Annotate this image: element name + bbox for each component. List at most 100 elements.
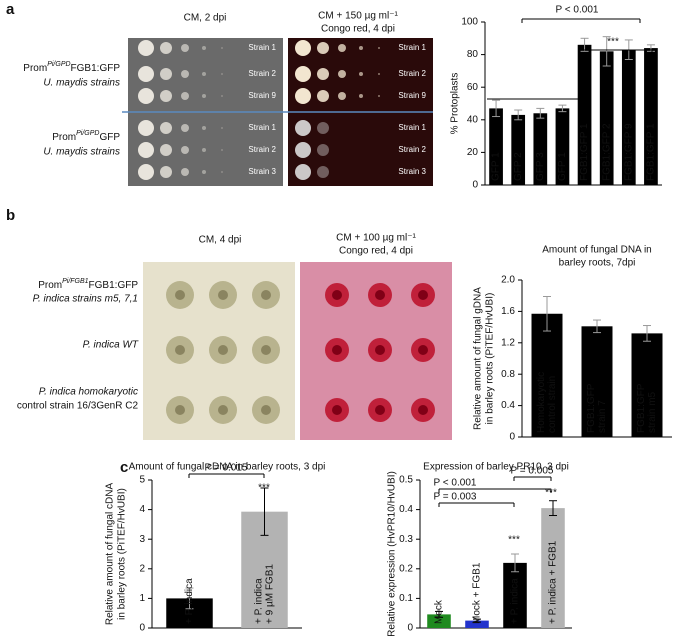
y-tick-label: 40 bbox=[467, 114, 479, 125]
colony bbox=[138, 88, 154, 104]
strain-label: Strain 1 bbox=[248, 43, 276, 52]
colony bbox=[359, 72, 363, 76]
colony bbox=[221, 171, 223, 173]
strain-label: Strain 2 bbox=[398, 145, 426, 154]
colony bbox=[202, 72, 206, 76]
plate-title: Congo red, 4 dpi bbox=[339, 246, 413, 257]
colony bbox=[218, 405, 228, 415]
y-tick-label: 0 bbox=[407, 623, 413, 634]
row-label: PromPi/FGB1FGB1:GFP bbox=[38, 278, 138, 291]
strain-label: Strain 1 bbox=[248, 123, 276, 132]
x-tick-label: + P. indica bbox=[254, 578, 265, 624]
row-label: P. indica WT bbox=[83, 340, 139, 351]
y-tick-label: 0.5 bbox=[399, 475, 413, 486]
colony bbox=[261, 290, 271, 300]
colony bbox=[359, 46, 363, 50]
y-tick-label: 0.4 bbox=[399, 504, 413, 515]
colony bbox=[175, 405, 185, 415]
y-tick-label: 100 bbox=[461, 17, 478, 28]
chart-title: Amount of fungal cDNA in barley roots, 3… bbox=[129, 462, 326, 473]
plate-title: CM + 100 µg ml⁻¹ bbox=[336, 233, 416, 244]
colony bbox=[332, 290, 342, 300]
colony bbox=[218, 345, 228, 355]
x-tick-label: FGB1:GFP 1 bbox=[646, 123, 657, 181]
bar bbox=[621, 49, 636, 186]
colony bbox=[218, 290, 228, 300]
panel-label: a bbox=[6, 1, 15, 18]
colony bbox=[181, 92, 189, 100]
y-tick-label: 60 bbox=[467, 82, 479, 93]
colony bbox=[261, 405, 271, 415]
colony bbox=[359, 94, 363, 98]
colony bbox=[202, 126, 206, 130]
annotation: P = 0.003 bbox=[434, 492, 477, 503]
annotation: P < 0.001 bbox=[434, 478, 477, 489]
x-tick-label: GFP 1 bbox=[557, 152, 568, 181]
annotation: P = 0.015 bbox=[205, 463, 248, 474]
colony bbox=[375, 345, 385, 355]
colony bbox=[378, 95, 380, 97]
colony bbox=[295, 88, 311, 104]
colony bbox=[317, 42, 329, 54]
x-tick-label: FGB1:GFP bbox=[586, 383, 597, 433]
y-tick-label: 20 bbox=[467, 147, 479, 158]
colony bbox=[295, 120, 311, 136]
bar bbox=[511, 114, 526, 185]
colony bbox=[317, 90, 329, 102]
colony bbox=[160, 90, 172, 102]
colony bbox=[181, 70, 189, 78]
colony bbox=[160, 42, 172, 54]
y-tick-label: 5 bbox=[139, 475, 145, 486]
chart-title: Amount of fungal DNA in bbox=[542, 245, 652, 256]
panel-label: c bbox=[120, 459, 128, 476]
colony bbox=[138, 66, 154, 82]
colony bbox=[181, 168, 189, 176]
colony bbox=[221, 95, 223, 97]
colony bbox=[138, 164, 154, 180]
x-tick-label: FGB1:GFP bbox=[636, 383, 647, 433]
y-tick-label: 4 bbox=[139, 504, 145, 515]
x-tick-label: strain m5 bbox=[647, 391, 658, 433]
y-axis-label: Relative amount of fungal gDNA bbox=[473, 287, 484, 430]
x-tick-label: Mock + FGB1 bbox=[472, 562, 483, 624]
strain-label: Strain 1 bbox=[398, 43, 426, 52]
colony bbox=[202, 170, 206, 174]
colony bbox=[138, 142, 154, 158]
colony bbox=[175, 345, 185, 355]
colony bbox=[160, 122, 172, 134]
colony bbox=[202, 94, 206, 98]
colony bbox=[418, 345, 428, 355]
chart-title: Expression of barley PR10, 3 dpi bbox=[423, 462, 569, 473]
colony bbox=[375, 290, 385, 300]
y-tick-label: 1.6 bbox=[501, 306, 515, 317]
annotation: *** bbox=[258, 483, 270, 494]
y-tick-label: 2.0 bbox=[501, 275, 515, 286]
bar bbox=[631, 333, 663, 437]
colony bbox=[181, 124, 189, 132]
colony bbox=[221, 149, 223, 151]
plate-title: CM, 2 dpi bbox=[184, 13, 227, 24]
colony bbox=[295, 142, 311, 158]
panel-label: b bbox=[6, 207, 15, 224]
colony bbox=[332, 345, 342, 355]
colony bbox=[295, 40, 311, 56]
colony bbox=[418, 290, 428, 300]
strain-label: Strain 2 bbox=[398, 69, 426, 78]
colony bbox=[378, 73, 380, 75]
plate-title: CM + 150 µg ml⁻¹ bbox=[318, 11, 398, 22]
chart-title: barley roots, 7dpi bbox=[559, 258, 636, 269]
plate-title: CM, 4 dpi bbox=[199, 235, 242, 246]
y-axis-label: in barley roots (PiTEF/HvUBI) bbox=[117, 488, 128, 620]
y-tick-label: 0.1 bbox=[399, 593, 413, 604]
x-tick-label: FGB1:GFP 9 bbox=[623, 123, 634, 181]
bar bbox=[533, 113, 548, 185]
row-label: P. indica strains m5, 7,1 bbox=[33, 294, 138, 305]
row-label: PromPi/GPDGFP bbox=[52, 130, 120, 143]
row-label: PromPi/GPDFGB1:GFP bbox=[23, 61, 120, 74]
strain-label: Strain 2 bbox=[248, 69, 276, 78]
plate-title: Congo red, 4 dpi bbox=[321, 24, 395, 35]
row-label: P. indica homokaryotic bbox=[39, 387, 138, 398]
strain-label: Strain 3 bbox=[398, 167, 426, 176]
colony bbox=[295, 164, 311, 180]
colony bbox=[181, 44, 189, 52]
